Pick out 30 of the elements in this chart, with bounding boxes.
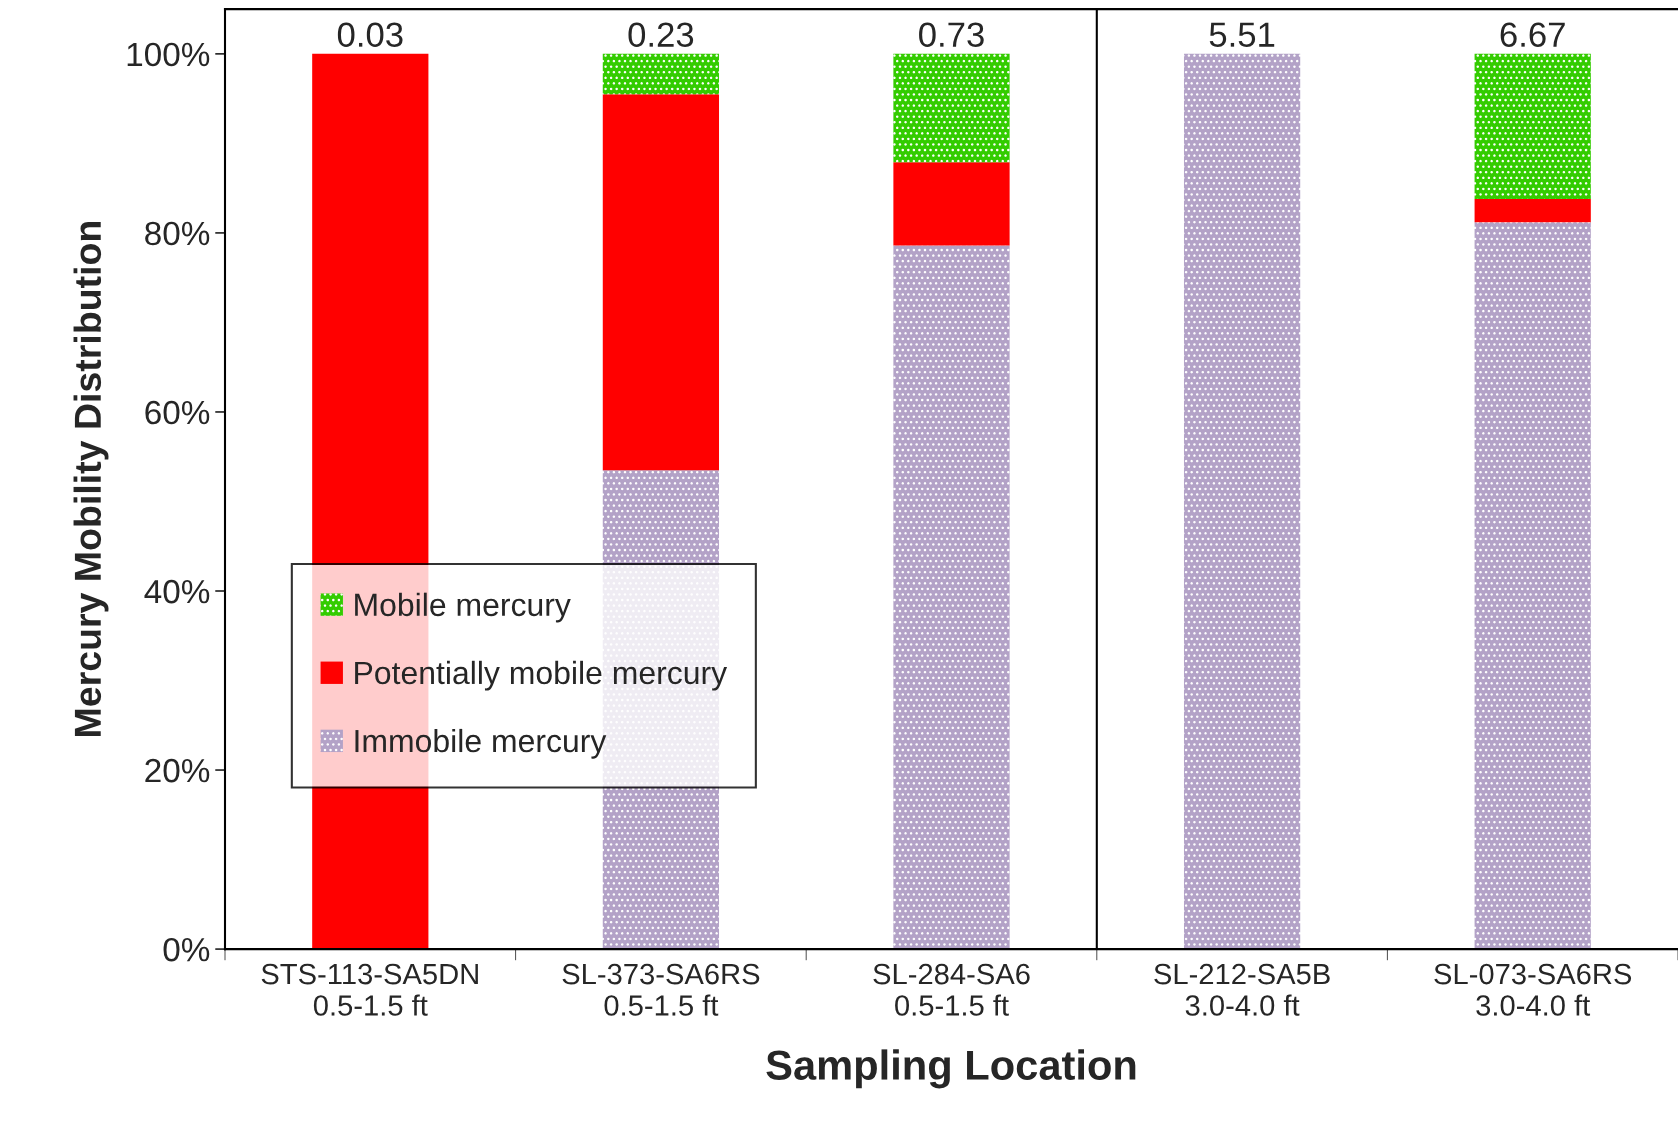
y-tick-label: 40% [144, 579, 210, 604]
x-tick-label: STS-113-SA5DN 0.5-1.5 ft [261, 963, 478, 1016]
y-tick-label: 60% [145, 400, 210, 425]
y-tick-label: 0% [163, 937, 210, 962]
annotation: 0.23 [628, 22, 694, 47]
bar [602, 94, 720, 471]
bar [893, 162, 1010, 246]
legend-label: Immobile mercury [355, 728, 607, 759]
x-tick-label: SL-073-SA6RS 3.0-4.0 ft [1434, 963, 1632, 1016]
x-tick-label: SL-284-SA6 0.5-1.5 ft [873, 963, 1030, 1016]
bar [1183, 53, 1301, 950]
annotation: 0.03 [337, 22, 403, 47]
legend-label: Potentially mobile mercury [355, 660, 728, 691]
y-tick-label: 20% [145, 758, 210, 783]
annotation: 5.51 [1209, 22, 1275, 47]
y-axis-title: Mercury Mobility Distribution [73, 222, 109, 736]
annotation: 0.73 [919, 22, 984, 47]
bar [1474, 222, 1591, 950]
bar [1474, 198, 1591, 223]
bar [1474, 53, 1591, 199]
x-tick-label: SL-373-SA6RS 0.5-1.5 ft [562, 963, 760, 1016]
bar [893, 53, 1010, 163]
legend-label: Mobile mercury [355, 592, 571, 623]
x-tick-label: SL-212-SA5B 3.0-4.0 ft [1154, 963, 1330, 1016]
annotation: 6.67 [1500, 22, 1565, 47]
bar [893, 245, 1010, 950]
y-tick-label: 100% [127, 42, 210, 67]
bar [602, 53, 720, 95]
y-tick-label: 80% [145, 221, 210, 246]
x-axis-title: Sampling Location [766, 1049, 1136, 1089]
